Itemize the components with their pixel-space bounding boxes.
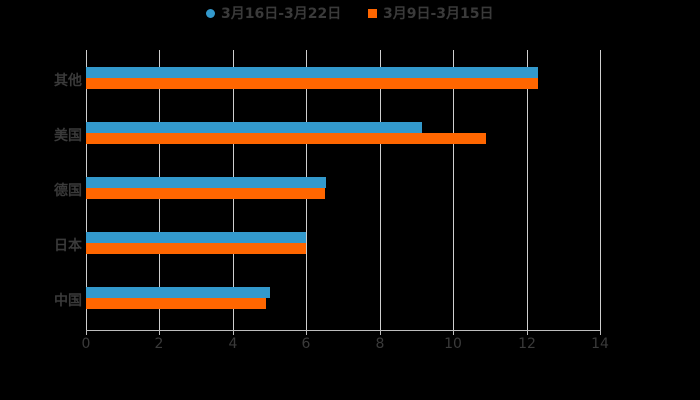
x-tick	[86, 330, 87, 335]
bar-mar9-15[interactable]	[86, 298, 266, 309]
y-category-label: 美国	[54, 128, 82, 144]
bar-mar16-22[interactable]	[86, 122, 422, 133]
x-tick-label: 0	[81, 336, 91, 352]
x-tick	[453, 330, 454, 335]
x-tick	[380, 330, 381, 335]
legend-label: 3月9日-3月15日	[383, 6, 494, 22]
x-tick	[600, 330, 601, 335]
square-marker-icon	[368, 8, 377, 18]
x-tick-label: 4	[228, 336, 238, 352]
legend-label: 3月16日-3月22日	[221, 6, 342, 22]
bar-mar9-15[interactable]	[86, 133, 486, 144]
x-tick	[306, 330, 307, 335]
x-tick-label: 6	[301, 336, 311, 352]
y-category-label: 其他	[54, 73, 82, 89]
bar-mar9-15[interactable]	[86, 188, 325, 199]
x-tick	[159, 330, 160, 335]
y-category-label: 日本	[54, 238, 82, 254]
x-tick	[527, 330, 528, 335]
legend: 3月16日-3月22日 3月9日-3月15日	[0, 3, 700, 23]
bar-mar9-15[interactable]	[86, 78, 538, 89]
x-axis-line	[86, 330, 601, 331]
bar-mar9-15[interactable]	[86, 243, 306, 254]
legend-item-week-mar16[interactable]: 3月16日-3月22日	[206, 3, 341, 23]
circle-marker-icon	[206, 8, 215, 18]
bar-mar16-22[interactable]	[86, 67, 538, 78]
x-tick-label: 2	[154, 336, 164, 352]
y-category-label: 中国	[54, 293, 82, 309]
x-tick-label: 8	[375, 336, 385, 352]
legend-item-week-mar9[interactable]: 3月9日-3月15日	[368, 3, 494, 23]
bar-mar16-22[interactable]	[86, 287, 270, 298]
x-tick-label: 14	[591, 336, 609, 352]
bar-mar16-22[interactable]	[86, 232, 306, 243]
x-tick-label: 12	[518, 336, 536, 352]
x-tick	[233, 330, 234, 335]
gridline	[600, 50, 601, 330]
bar-mar16-22[interactable]	[86, 177, 326, 188]
x-tick-label: 10	[444, 336, 462, 352]
gridline	[527, 50, 528, 330]
gridline	[380, 50, 381, 330]
gridline	[453, 50, 454, 330]
y-category-label: 德国	[54, 183, 82, 199]
